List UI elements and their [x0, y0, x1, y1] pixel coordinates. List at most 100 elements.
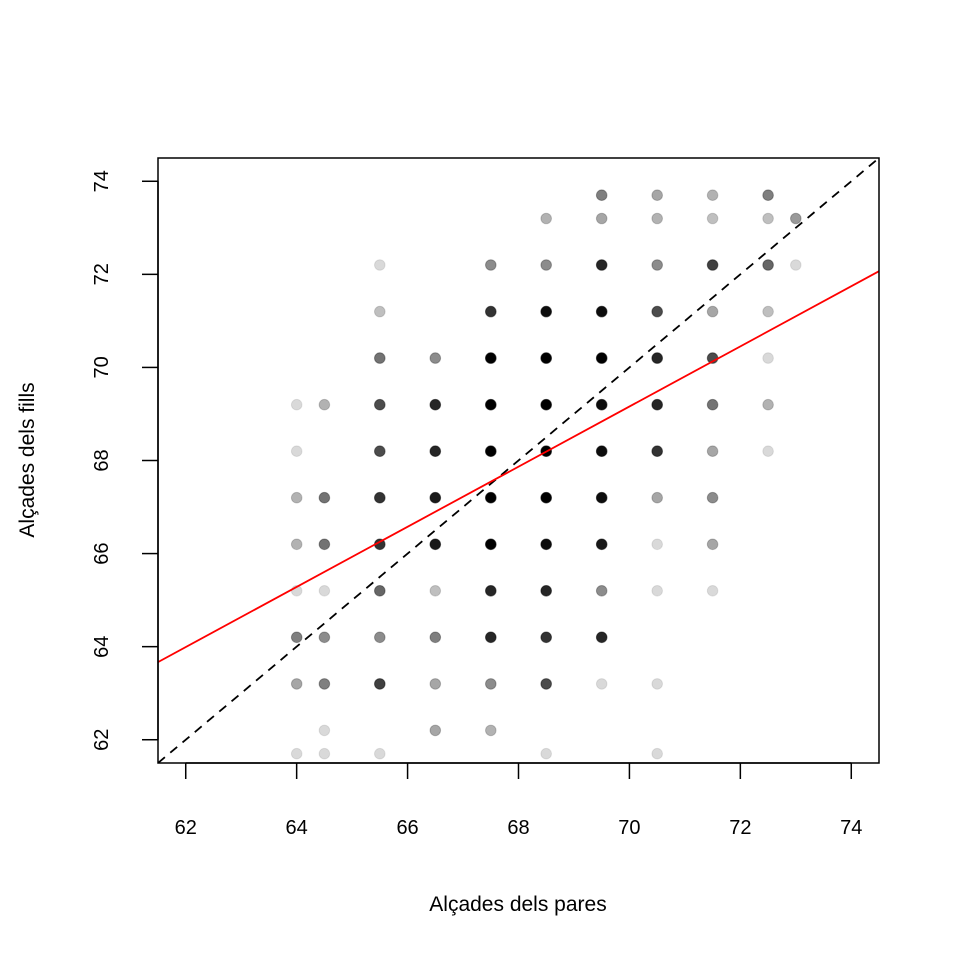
fit-lines [158, 158, 879, 763]
data-point [429, 398, 442, 411]
data-point [651, 259, 664, 271]
data-point [318, 631, 331, 644]
data-point [762, 259, 774, 271]
data-point [651, 678, 664, 690]
data-point [485, 585, 497, 597]
data-point [540, 585, 553, 597]
data-point [318, 747, 331, 760]
data-point [485, 305, 497, 318]
data-point [290, 398, 303, 411]
data-point [595, 538, 608, 551]
data-point [595, 398, 608, 411]
data-point [651, 212, 664, 225]
data-point [485, 724, 497, 737]
data-point [762, 212, 774, 225]
data-point [374, 445, 386, 458]
y-tick-label: 64 [91, 636, 113, 658]
data-point [318, 398, 331, 411]
data-point [485, 398, 497, 411]
y-tick-label: 70 [91, 356, 113, 378]
data-point [318, 724, 331, 737]
identity-line [158, 158, 879, 763]
data-point [762, 398, 774, 411]
data-point [651, 189, 664, 201]
data-point [540, 212, 553, 225]
data-point [706, 259, 719, 271]
data-point [485, 259, 497, 271]
data-point [290, 747, 303, 760]
data-point [485, 491, 497, 504]
data-point [706, 585, 719, 597]
data-point [595, 631, 608, 644]
y-axis: 62 64 66 68 70 72 74 [91, 170, 159, 751]
regression-line [158, 270, 879, 663]
data-point [429, 491, 442, 504]
data-point [651, 352, 664, 364]
data-point [429, 631, 442, 644]
data-point [651, 747, 664, 760]
data-point [651, 445, 664, 458]
x-tick-label: 64 [286, 817, 308, 839]
data-point [706, 305, 719, 318]
data-point [706, 491, 719, 504]
data-point [374, 585, 386, 597]
data-point [706, 189, 719, 201]
data-point [374, 491, 386, 504]
y-tick-label: 72 [91, 263, 113, 285]
data-point [706, 445, 719, 458]
data-point [595, 305, 608, 318]
data-point [706, 398, 719, 411]
data-point [290, 631, 303, 644]
data-point [374, 259, 386, 271]
data-point [429, 352, 442, 364]
data-point [429, 538, 442, 551]
data-point [540, 631, 553, 644]
data-point [374, 631, 386, 644]
data-point [540, 259, 553, 271]
data-point [540, 305, 553, 318]
data-point [318, 538, 331, 551]
data-point [290, 445, 303, 458]
data-point [540, 538, 553, 551]
y-tick-label: 62 [91, 729, 113, 751]
data-point [540, 678, 553, 690]
data-point [651, 398, 664, 411]
data-point [290, 491, 303, 504]
data-point [595, 352, 608, 364]
data-point [318, 585, 331, 597]
data-point [595, 445, 608, 458]
x-tick-label: 66 [396, 817, 418, 839]
data-point [429, 445, 442, 458]
data-point [540, 491, 553, 504]
data-point [485, 631, 497, 644]
data-point [790, 212, 802, 225]
data-point [429, 585, 442, 597]
x-tick-label: 72 [729, 817, 751, 839]
data-point [429, 678, 442, 690]
x-axis-label: Alçades dels pares [429, 893, 606, 916]
data-point [706, 538, 719, 551]
data-point [540, 747, 553, 760]
data-point [485, 445, 497, 458]
data-point [485, 352, 497, 364]
data-point [374, 305, 386, 318]
data-point [595, 189, 608, 201]
data-point [595, 678, 608, 690]
data-point [290, 538, 303, 551]
data-point [651, 585, 664, 597]
data-point [651, 491, 664, 504]
data-point [318, 491, 331, 504]
y-tick-label: 74 [91, 170, 113, 192]
data-point [374, 678, 386, 690]
x-tick-label: 68 [507, 817, 529, 839]
data-point [706, 212, 719, 225]
data-point [290, 678, 303, 690]
x-tick-label: 62 [175, 817, 197, 839]
y-tick-label: 66 [91, 542, 113, 564]
data-point [485, 678, 497, 690]
x-tick-label: 74 [840, 817, 862, 839]
data-point [374, 398, 386, 411]
data-points [290, 189, 802, 760]
